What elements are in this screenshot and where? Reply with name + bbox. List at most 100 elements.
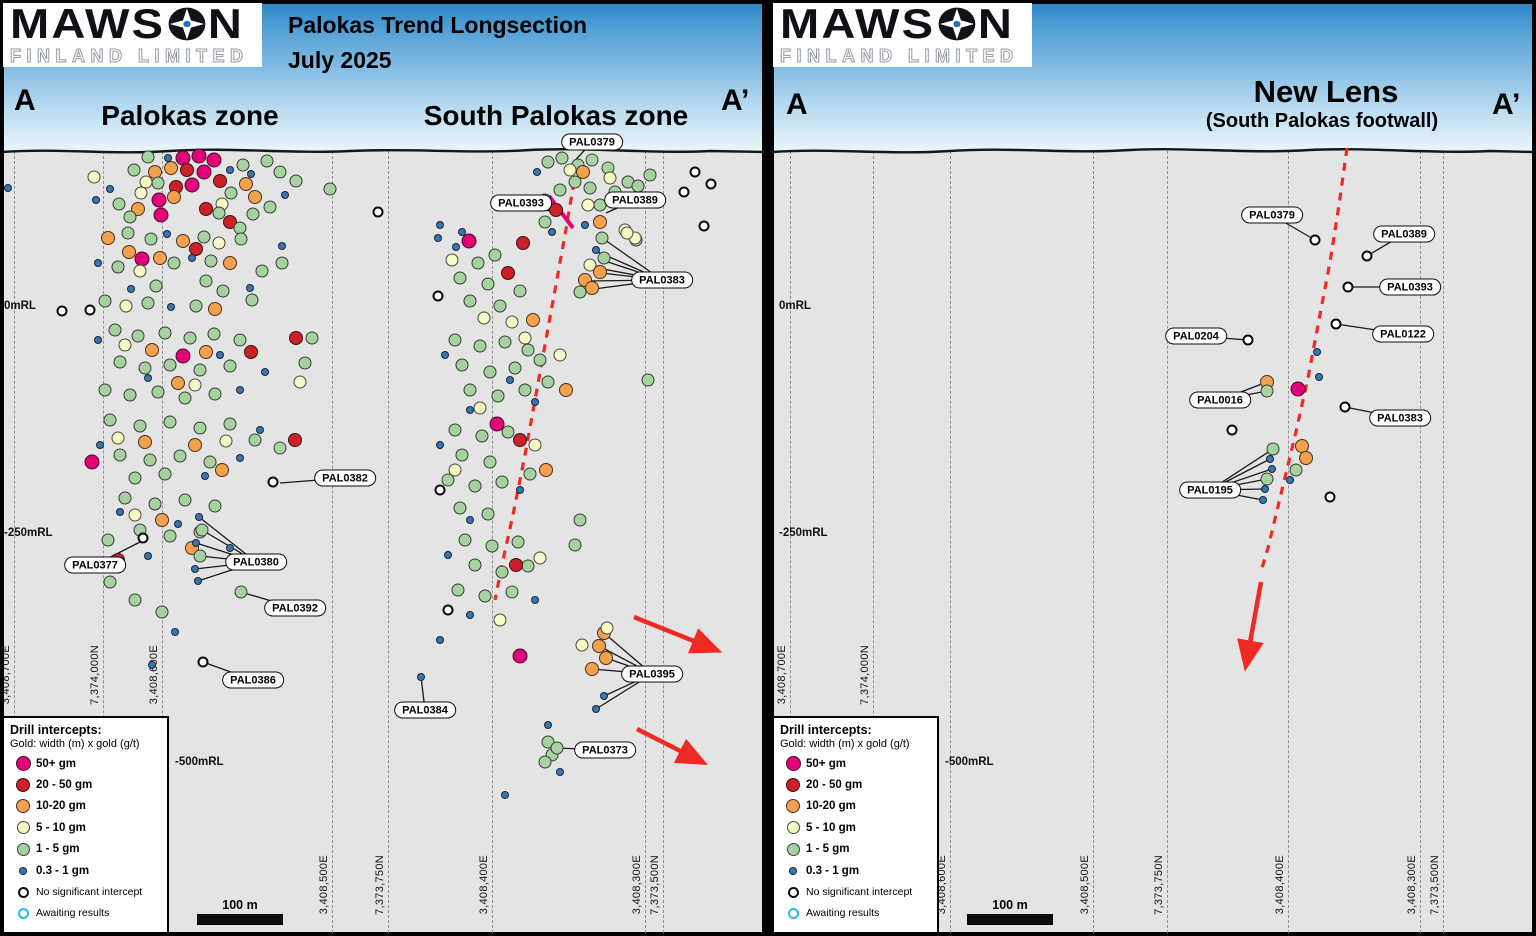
intercept-dot-g (468, 558, 482, 572)
legend-dot-w (17, 886, 29, 898)
drillhole-label: PAL0380 (225, 553, 287, 571)
section-marker-a: A (786, 88, 808, 121)
drillhole-label: PAL0195 (1179, 481, 1241, 499)
intercept-dot-b (1268, 465, 1276, 473)
scalebar (967, 914, 1053, 925)
intercept-dot-o (138, 435, 152, 449)
intercept-dot-g (131, 329, 145, 343)
wordmark-start: MAWS (10, 0, 166, 47)
intercept-dot-g (323, 182, 337, 196)
coordinate-label: 3,408,600E (148, 645, 160, 705)
intercept-dot-w (689, 166, 701, 178)
intercept-dot-m (512, 648, 528, 664)
gridline (1288, 151, 1289, 933)
intercept-dot-r (516, 236, 530, 250)
intercept-dot-y (133, 264, 147, 278)
intercept-dot-b (436, 636, 444, 644)
intercept-dot-g (255, 264, 269, 278)
intercept-dot-b (191, 565, 199, 573)
intercept-dot-b (188, 254, 196, 262)
intercept-dot-y (533, 551, 547, 565)
intercept-dot-w (1242, 334, 1254, 346)
intercept-dot-o (223, 256, 237, 270)
legend-swatch (10, 821, 36, 835)
intercept-dot-g (178, 391, 192, 405)
drillhole-label: PAL0393 (490, 194, 552, 212)
legend-item-label: No significant intercept (36, 886, 143, 899)
intercept-dot-b (466, 516, 474, 524)
drillhole-label: PAL0386 (222, 671, 284, 689)
intercept-dot-g (167, 256, 181, 270)
intercept-dot-g (195, 523, 209, 537)
intercept-dot-g (485, 539, 499, 553)
elevation-label: -500mRL (175, 756, 224, 768)
intercept-dot-w (1361, 250, 1373, 262)
intercept-dot-b (144, 374, 152, 382)
intercept-dot-g (573, 513, 587, 527)
intercept-dot-y (603, 171, 617, 185)
intercept-dot-g (505, 585, 519, 599)
intercept-dot-g (305, 331, 319, 345)
intercept-dot-g (103, 413, 117, 427)
intercept-dot-b (144, 552, 152, 560)
intercept-dot-g (585, 153, 599, 167)
drillhole-label: PAL0379 (1241, 206, 1303, 224)
figure-title-line2: July 2025 (288, 46, 392, 73)
intercept-dot-b (548, 228, 556, 236)
drillhole-label: PAL0383 (1369, 409, 1431, 427)
legend-swatch (10, 799, 36, 814)
intercept-dot-y (87, 170, 101, 184)
coordinate-label: 3,408,700E (776, 645, 788, 705)
intercept-dot-g (483, 455, 497, 469)
legend-dot-w (787, 886, 799, 898)
intercept-dot-g (245, 293, 259, 307)
intercept-dot-g (233, 333, 247, 347)
intercept-dot-g (208, 499, 222, 513)
legend-dot-c (787, 907, 799, 919)
intercept-dot-r (213, 174, 227, 188)
intercept-dot-m (1290, 381, 1306, 397)
section-marker-a-prime: A’ (1492, 88, 1521, 121)
intercept-dot-g (127, 163, 141, 177)
intercept-dot-b (94, 336, 102, 344)
intercept-dot-y (119, 299, 133, 313)
intercept-dot-y (188, 378, 202, 392)
intercept-dot-g (163, 415, 177, 429)
legend-swatch (780, 778, 806, 793)
intercept-dot-y (553, 348, 567, 362)
coordinate-label: 3,408,400E (478, 855, 490, 915)
legend-dot-g (16, 842, 30, 856)
intercept-dot-g (550, 741, 564, 755)
intercept-dot-r (509, 558, 523, 572)
intercept-dot-b (171, 628, 179, 636)
intercept-dot-g (541, 155, 555, 169)
legend-item-label: Awaiting results (36, 907, 110, 920)
intercept-dot-w (1324, 491, 1336, 503)
intercept-dot-g (491, 389, 505, 403)
intercept-dot-m (175, 348, 191, 364)
intercept-dot-y (563, 163, 577, 177)
intercept-dot-g (112, 197, 126, 211)
intercept-dot-g (158, 326, 172, 340)
intercept-dot-y (128, 508, 142, 522)
intercept-dot-g (246, 207, 260, 221)
intercept-dot-y (293, 375, 307, 389)
intercept-dot-m (196, 164, 212, 180)
intercept-dot-y (518, 331, 532, 345)
coordinate-label: 7,374,000N (859, 645, 871, 705)
intercept-dot-b (506, 376, 514, 384)
intercept-dot-b (148, 661, 156, 669)
legend-dot-o (16, 799, 30, 814)
coordinate-label: 3,408,300E (631, 855, 643, 915)
intercept-dot-g (263, 200, 277, 214)
intercept-dot-o (164, 161, 178, 175)
gridline (950, 151, 951, 933)
scalebar (197, 914, 283, 925)
intercept-dot-y (118, 338, 132, 352)
legend-item-label: 1 - 5 gm (36, 843, 80, 856)
intercept-dot-g (118, 491, 132, 505)
intercept-dot-g (207, 327, 221, 341)
scalebar-label: 100 m (222, 898, 258, 912)
zone-heading-new-lens-sub: (South Palokas footwall) (1205, 110, 1439, 132)
